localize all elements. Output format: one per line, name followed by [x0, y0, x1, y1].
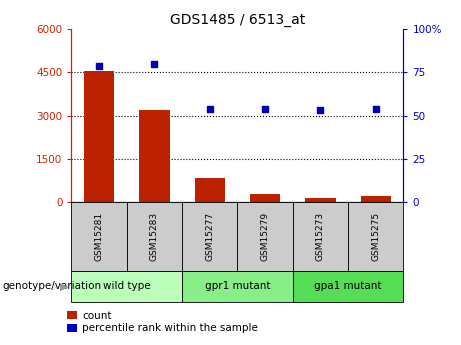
Text: gpa1 mutant: gpa1 mutant	[314, 282, 382, 291]
Point	[261, 106, 269, 111]
Text: GSM15281: GSM15281	[95, 212, 104, 261]
Text: GSM15275: GSM15275	[371, 212, 380, 261]
Bar	[127, 202, 182, 271]
Title: GDS1485 / 6513_at: GDS1485 / 6513_at	[170, 13, 305, 27]
Bar	[305, 198, 336, 202]
Point	[317, 108, 324, 113]
Bar	[71, 202, 127, 271]
Bar	[293, 202, 348, 271]
Text: GSM15279: GSM15279	[260, 212, 270, 261]
Legend: count, percentile rank within the sample: count, percentile rank within the sample	[67, 310, 258, 333]
Text: gpr1 mutant: gpr1 mutant	[205, 282, 270, 291]
Bar	[71, 271, 182, 302]
Text: ▶: ▶	[60, 282, 68, 291]
Text: GSM15283: GSM15283	[150, 212, 159, 261]
Text: wild type: wild type	[103, 282, 151, 291]
Bar	[139, 110, 170, 202]
Point	[206, 106, 213, 111]
Point	[151, 61, 158, 67]
Bar	[237, 202, 293, 271]
Point	[95, 63, 103, 68]
Bar	[195, 178, 225, 202]
Text: GSM15277: GSM15277	[205, 212, 214, 261]
Text: genotype/variation: genotype/variation	[2, 282, 101, 291]
Bar	[250, 194, 280, 202]
Text: GSM15273: GSM15273	[316, 212, 325, 261]
Bar	[293, 271, 403, 302]
Bar	[182, 202, 237, 271]
Bar	[348, 202, 403, 271]
Point	[372, 106, 379, 111]
Bar	[361, 196, 391, 202]
Bar	[182, 271, 293, 302]
Bar	[84, 71, 114, 202]
